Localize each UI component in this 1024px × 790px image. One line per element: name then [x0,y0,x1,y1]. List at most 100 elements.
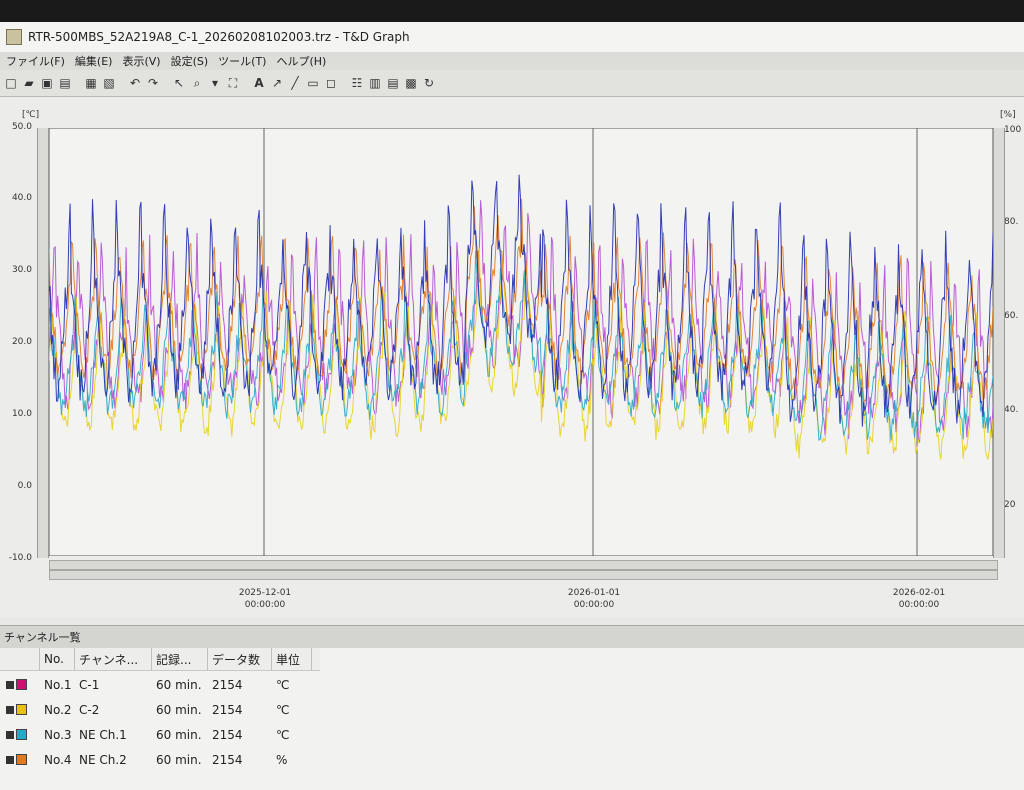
y-right-tick: 100 [1004,125,1022,135]
callout-tool-icon[interactable]: ◻ [326,76,336,90]
new-file-icon[interactable]: □ [5,76,17,90]
col-count[interactable]: データ数 [208,648,272,670]
zoom-dropdown-icon[interactable]: ▾ [211,76,219,90]
rectangle-tool-icon[interactable]: ▭ [307,76,319,90]
col-interval[interactable]: 記録... [152,648,208,670]
menu-settings[interactable]: 設定(S) [170,55,209,68]
y-left-tick: 10.0 [11,409,32,419]
y-right-tick: 40. [1004,405,1019,415]
refresh-icon[interactable]: ↻ [423,76,435,90]
channel-unit: ℃ [276,702,290,717]
pointer-icon[interactable]: ↖ [173,76,185,90]
text-tool-icon[interactable]: A [254,76,264,90]
line-chart[interactable] [49,128,993,556]
menu-view[interactable]: 表示(V) [122,55,161,68]
series-line-unnamed-4 [49,174,993,427]
save-icon[interactable]: ▣ [41,76,53,90]
menu-bar: ファイル(F) 編集(E) 表示(V) 設定(S) ツール(T) ヘルプ(H) [0,52,1024,70]
y-left-tick: 20.0 [11,337,32,347]
menu-tools[interactable]: ツール(T) [218,55,267,68]
channel-table-header: No. チャンネ... 記録... データ数 単位 [0,648,320,671]
open-folder-icon[interactable]: ▰ [24,76,34,90]
data-count: 2154 [212,752,243,767]
print-preview-icon[interactable]: ▧ [103,76,115,90]
table-row[interactable]: No.2 C-2 60 min. 2154 ℃ [0,697,320,722]
record-interval: 60 min. [156,727,202,742]
channel-unit: ℃ [276,677,290,692]
print-icon[interactable]: ▦ [85,76,97,90]
redo-icon[interactable]: ↷ [147,76,159,90]
channel-no: No.2 [44,702,72,717]
properties-icon[interactable]: ▩ [405,76,417,90]
channel-no: No.3 [44,727,72,742]
record-interval: 60 min. [156,702,202,717]
y-right-tick: 60. [1004,311,1019,321]
col-no[interactable]: No. [40,648,75,670]
x-tick-label: 2026-02-01 00:00:00 [892,588,946,610]
menu-file[interactable]: ファイル(F) [6,55,65,68]
channel-indicator[interactable] [0,672,40,697]
arrow-tool-icon[interactable]: ↗ [271,76,283,90]
graph-settings-icon[interactable]: ▥ [369,76,381,90]
app-icon [6,29,22,45]
title-bar: RTR-500MBS_52A219A8_C-1_20260208102003.t… [0,22,1024,52]
channel-indicator[interactable] [0,722,40,747]
record-interval: 60 min. [156,677,202,692]
y-left-tick: -10.0 [8,553,32,563]
channel-no: No.4 [44,752,72,767]
left-axis-scrollbar[interactable] [37,128,49,558]
channel-unit: ℃ [276,727,290,742]
visibility-checkbox-icon[interactable] [6,730,14,739]
channel-no: No.1 [44,677,72,692]
menu-edit[interactable]: 編集(E) [74,55,113,68]
channel-indicator[interactable] [0,697,40,722]
visibility-checkbox-icon[interactable] [6,680,14,689]
channel-unit: % [276,752,288,767]
data-count: 2154 [212,677,243,692]
channel-name: C-1 [79,677,100,692]
table-row[interactable]: No.1 C-1 60 min. 2154 ℃ [0,672,320,697]
visibility-checkbox-icon[interactable] [6,755,14,764]
channel-name: NE Ch.2 [79,752,127,767]
y-left-tick: 30.0 [11,265,32,275]
color-swatch-icon [16,729,27,740]
channel-name: NE Ch.1 [79,727,127,742]
y-left-tick: 40.0 [11,193,32,203]
x-scrollbar-a[interactable] [49,560,998,570]
visibility-checkbox-icon[interactable] [6,705,14,714]
x-scrollbar-b[interactable] [49,570,998,580]
table-view-icon[interactable]: ▤ [387,76,399,90]
series-line-c-2 [49,247,993,460]
zoom-icon[interactable]: ⌕ [193,75,201,90]
x-tick-label: 2025-12-01 00:00:00 [238,588,292,610]
right-axis-scrollbar[interactable] [993,128,1005,558]
color-swatch-icon [16,679,27,690]
y-left-tick: 50.0 [11,122,32,132]
y-left-unit: [℃] [22,110,40,120]
window-title: RTR-500MBS_52A219A8_C-1_20260208102003.t… [28,30,410,44]
channel-list-icon[interactable]: ☷ [351,76,363,90]
table-row[interactable]: No.4 NE Ch.2 60 min. 2154% [0,747,320,772]
data-count: 2154 [212,702,243,717]
y-right-unit: [%] [1000,110,1016,120]
line-tool-icon[interactable]: ╱ [291,76,299,90]
y-right-tick: 80. [1004,217,1019,227]
col-channel[interactable]: チャンネ... [75,648,152,670]
y-left-tick: 0.0 [17,481,32,491]
channel-indicator[interactable] [0,747,40,772]
fit-all-icon[interactable]: ⛶ [228,75,238,90]
save-csv-icon[interactable]: ▤ [59,76,71,90]
col-unit[interactable]: 単位 [272,648,312,670]
channel-table: No. チャンネ... 記録... データ数 単位 No.1 C-1 60 min.… [0,648,1024,790]
channel-panel-title: チャンネル一覧 [0,625,1024,648]
table-row[interactable]: No.3 NE Ch.1 60 min. 2154 ℃ [0,722,320,747]
series-line-c-1 [49,200,993,444]
undo-icon[interactable]: ↶ [129,76,141,90]
y-right-tick: 20 [1004,500,1016,510]
menu-help[interactable]: ヘルプ(H) [276,55,327,68]
x-tick-label: 2026-01-01 00:00:00 [567,588,621,610]
data-count: 2154 [212,727,243,742]
record-interval: 60 min. [156,752,202,767]
toolbar: □ ▰ ▣ ▤ ▦ ▧ ↶ ↷ ↖ ⌕ ▾ ⛶ A ↗ ╱ ▭ ◻ ☷ ▥ ▤ … [0,70,1024,97]
color-swatch-icon [16,704,27,715]
